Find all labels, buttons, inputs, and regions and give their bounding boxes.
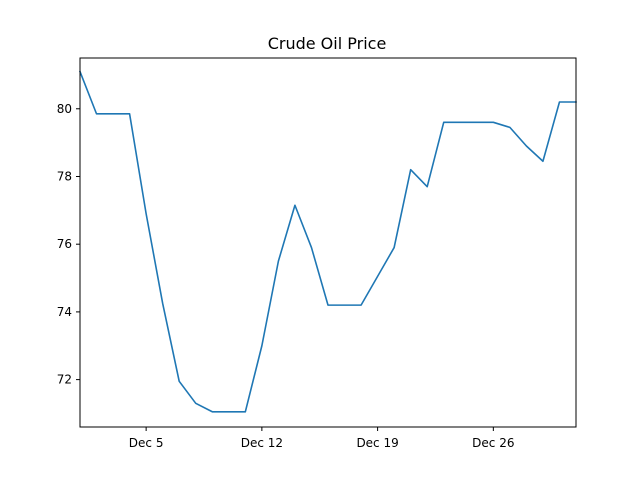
x-tick-label: Dec 26	[472, 436, 514, 450]
y-tick-label: 80	[57, 102, 72, 116]
x-tick-label: Dec 19	[356, 436, 398, 450]
y-tick-label: 72	[57, 373, 72, 387]
y-axis: 72 74 76 78 80	[57, 102, 80, 387]
series-layer	[78, 70, 577, 413]
series-line	[78, 70, 577, 413]
chart-title: Crude Oil Price	[268, 34, 387, 53]
plot-frame	[79, 57, 577, 428]
x-tick-label: Dec 12	[241, 436, 283, 450]
x-tick-label: Dec 5	[129, 436, 164, 450]
y-tick-label: 78	[57, 169, 72, 183]
y-tick-label: 74	[57, 305, 72, 319]
y-tick-label: 76	[57, 237, 72, 251]
x-axis: Dec 5 Dec 12 Dec 19 Dec 26	[129, 427, 514, 450]
